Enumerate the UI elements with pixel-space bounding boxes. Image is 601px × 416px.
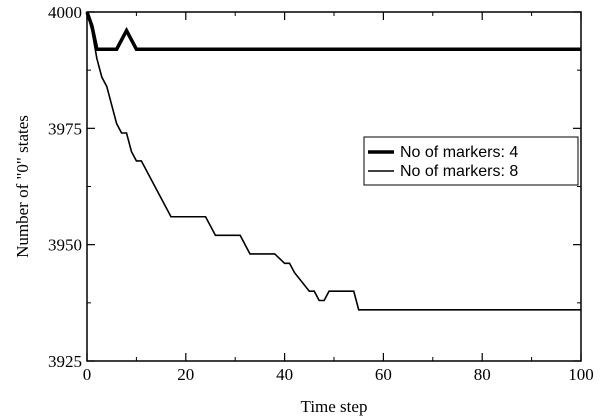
y-tick-label: 3925	[48, 352, 82, 371]
legend-box	[363, 136, 579, 186]
x-tick-label: 40	[276, 365, 293, 384]
y-tick-label: 3950	[48, 236, 82, 255]
x-tick-label: 20	[177, 365, 194, 384]
y-tick-label: 4000	[48, 3, 82, 22]
legend-label-2: No of markers: 8	[400, 163, 518, 180]
axis-ticks: 0 20 40 60 80 100 3925 3950 3975 4000	[48, 3, 594, 384]
x-tick-label: 0	[83, 365, 92, 384]
x-axis-title: Time step	[301, 397, 368, 416]
plot-area-frame	[86, 11, 582, 362]
y-tick-label: 3975	[48, 119, 82, 138]
x-tick-label: 60	[375, 365, 392, 384]
legend: No of markers: 4 No of markers: 8	[363, 136, 579, 186]
series-lines	[85, 11, 581, 311]
y-axis-title: Number of "0" states	[13, 115, 32, 258]
series-line-1	[85, 11, 581, 51]
x-tick-label: 80	[474, 365, 491, 384]
x-tick-label: 100	[568, 365, 594, 384]
legend-label-1: No of markers: 4	[400, 144, 518, 161]
series-line-2	[86, 11, 581, 311]
